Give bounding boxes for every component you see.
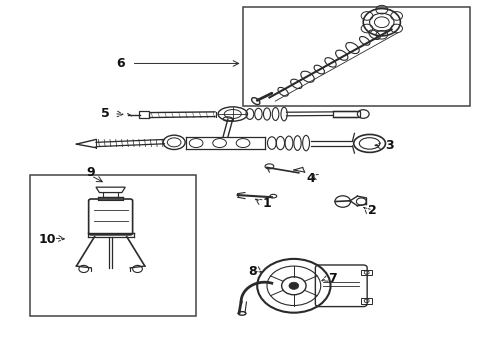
Circle shape: [289, 282, 299, 289]
Text: 2: 2: [368, 204, 376, 217]
Text: 8: 8: [248, 265, 257, 278]
Text: 3: 3: [385, 139, 393, 152]
Bar: [140, 111, 149, 118]
Text: 9: 9: [87, 166, 96, 179]
Text: 1: 1: [263, 197, 271, 210]
Bar: [361, 298, 372, 304]
Bar: [333, 111, 360, 117]
Text: 7: 7: [329, 272, 337, 285]
Text: 5: 5: [101, 107, 110, 120]
Text: 6: 6: [116, 57, 125, 70]
Text: 4: 4: [307, 172, 316, 185]
Bar: [243, 7, 470, 107]
Text: 10: 10: [38, 233, 56, 246]
Bar: [30, 175, 196, 316]
Bar: [361, 270, 372, 275]
